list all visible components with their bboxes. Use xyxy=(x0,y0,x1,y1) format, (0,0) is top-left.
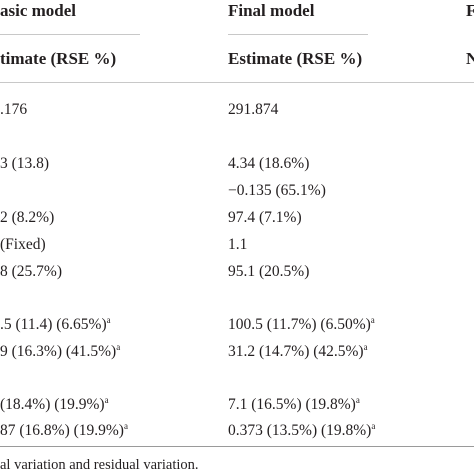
third-column-header: F xyxy=(466,1,474,20)
final-value-row-6: 95.1 (20.5%) xyxy=(228,263,310,280)
final-value-row-4: 97.4 (7.1%) xyxy=(228,209,302,226)
basic-value-row-8: 9 (16.3%) (41.5%)a xyxy=(0,342,121,361)
final-value-row-2: 4.34 (18.6%) xyxy=(228,155,310,172)
basic-value-row-7: .5 (11.4) (6.65%)a xyxy=(0,315,111,334)
final-value-row-8: 31.2 (14.7%) (42.5%)a xyxy=(228,342,368,361)
subheader-rule xyxy=(0,82,474,83)
final-value-row-5: 1.1 xyxy=(228,236,248,253)
basic-model-header: asic model xyxy=(0,1,77,20)
final-value-row-9: 7.1 (16.5%) (19.8%)a xyxy=(228,395,360,414)
final-value-row-1: 291.874 xyxy=(228,101,279,118)
table-footnote: al variation and residual variation. xyxy=(0,457,199,473)
table-bottom-rule xyxy=(0,446,474,447)
final-estimate-subheader: Estimate (RSE %) xyxy=(228,49,363,68)
basic-header-rule xyxy=(0,34,140,35)
final-header-rule xyxy=(228,34,368,35)
basic-estimate-subheader: timate (RSE %) xyxy=(0,49,117,68)
final-model-header: Final model xyxy=(228,1,315,20)
basic-value-row-1: .176 xyxy=(0,101,28,118)
basic-value-row-5: (Fixed) xyxy=(0,236,46,253)
basic-value-row-10: 87 (16.8%) (19.9%)a xyxy=(0,421,128,440)
final-value-row-7: 100.5 (11.7%) (6.50%)a xyxy=(228,315,375,334)
third-column-subheader: N xyxy=(466,49,474,68)
final-value-row-10: 0.373 (13.5%) (19.8%)a xyxy=(228,421,376,440)
basic-value-row-9: (18.4%) (19.9%)a xyxy=(0,395,109,414)
basic-value-row-4: 2 (8.2%) xyxy=(0,209,55,226)
basic-value-row-2: 3 (13.8) xyxy=(0,155,50,172)
final-value-row-3: −0.135 (65.1%) xyxy=(228,182,326,199)
basic-value-row-6: 8 (25.7%) xyxy=(0,263,62,280)
